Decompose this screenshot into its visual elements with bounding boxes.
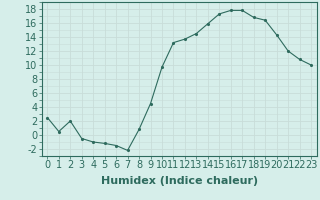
X-axis label: Humidex (Indice chaleur): Humidex (Indice chaleur) — [100, 176, 258, 186]
